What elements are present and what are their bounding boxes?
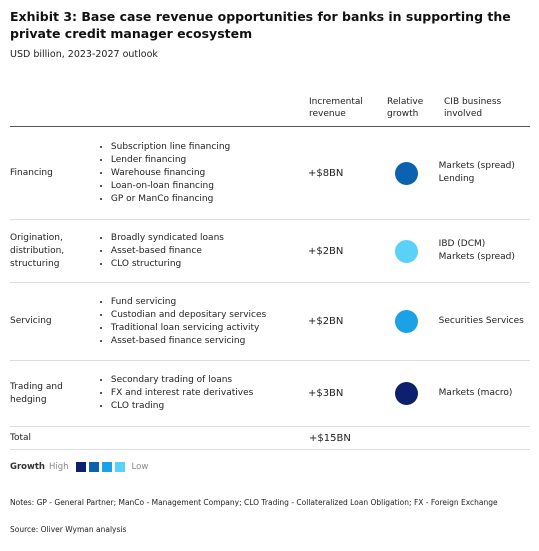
legend-swatches <box>75 462 125 472</box>
table-row: Trading and hedging Secondary trading of … <box>10 361 530 427</box>
total-label: Total <box>10 432 32 443</box>
cib: Securities Services <box>439 315 530 328</box>
growth-cell <box>381 382 439 405</box>
activity: Loan-on-loan financing <box>111 180 308 193</box>
activity: Asset-based finance <box>111 245 308 258</box>
cib-line: Markets (spread) <box>438 252 515 262</box>
cib-line: IBD (DCM) <box>438 239 486 249</box>
row-label: Financing <box>10 167 53 178</box>
revenue: +$3BN <box>307 388 344 399</box>
activity: Asset-based finance servicing <box>111 335 308 348</box>
cib: IBD (DCM) Markets (spread) <box>439 238 530 264</box>
activity-list: Secondary trading of loansFX and interes… <box>87 374 308 413</box>
column-header: CIB business involved <box>444 97 502 119</box>
legend-title: Growth <box>10 462 45 472</box>
activity-list: Broadly syndicated loansAsset-based fina… <box>87 232 308 271</box>
activity: Lender financing <box>111 154 308 167</box>
cib-line: Markets (spread) <box>438 161 515 171</box>
growth-dot <box>395 161 418 185</box>
notes: Notes: GP - General Partner; ManCo - Man… <box>10 498 498 507</box>
row-label: Trading and hedging <box>10 381 63 405</box>
activity: Subscription line financing <box>111 141 308 154</box>
cib-line: Markets (macro) <box>438 388 513 398</box>
activity-list: Fund servicingCustodian and depositary s… <box>87 296 308 348</box>
activity: Broadly syndicated loans <box>111 232 308 245</box>
growth-dot <box>395 382 418 405</box>
legend-swatch <box>101 462 112 472</box>
revenue: +$2BN <box>307 245 344 257</box>
revenue: +$2BN <box>307 316 344 327</box>
growth-cell <box>381 161 439 185</box>
legend-high: High <box>48 462 69 472</box>
activity: Custodian and depositary services <box>111 309 308 322</box>
growth-dot <box>395 310 418 333</box>
header-rule <box>10 126 530 127</box>
cib: Markets (spread) Lending <box>439 160 530 186</box>
total-row: Total +$15BN <box>10 427 530 450</box>
cib-line: Securities Services <box>438 316 524 326</box>
cib-line: Lending <box>438 174 475 184</box>
activity: Traditional loan servicing activity <box>111 322 308 335</box>
legend-swatch <box>75 462 86 472</box>
growth-dot <box>395 239 418 263</box>
growth-cell <box>381 310 439 333</box>
legend-swatch <box>114 462 125 472</box>
column-header: Incremental revenue <box>309 97 363 119</box>
activity: CLO trading <box>111 400 308 413</box>
activity: Fund servicing <box>111 296 308 309</box>
cib: Markets (macro) <box>439 387 530 400</box>
table-row: Origination, distribution, structuring Br… <box>10 220 530 283</box>
subtitle: USD billion, 2023-2027 outlook <box>10 49 158 60</box>
activity: GP or ManCo financing <box>111 193 308 206</box>
legend-low: Low <box>131 462 149 472</box>
title: Exhibit 3: Base case revenue opportuniti… <box>10 9 511 41</box>
growth-cell <box>381 239 439 263</box>
table-row: Servicing Fund servicingCustodian and dep… <box>10 283 530 361</box>
activity: Secondary trading of loans <box>111 374 308 387</box>
column-header: Relative growth <box>387 97 424 119</box>
activity: CLO structuring <box>111 258 308 271</box>
legend-swatch <box>88 462 99 472</box>
total-revenue: +$15BN <box>309 432 351 444</box>
activity-list: Subscription line financingLender financ… <box>87 141 308 206</box>
activity: FX and interest rate derivatives <box>111 387 308 400</box>
source: Source: Oliver Wyman analysis <box>10 525 127 534</box>
legend: Growth High Low <box>10 462 148 472</box>
row-label: Servicing <box>10 316 52 326</box>
revenue: +$8BN <box>307 167 344 179</box>
activity: Warehouse financing <box>111 167 308 180</box>
table-row: FinancingSubscription line financingLend… <box>10 127 530 220</box>
row-label: Origination, distribution, structuring <box>10 232 65 269</box>
